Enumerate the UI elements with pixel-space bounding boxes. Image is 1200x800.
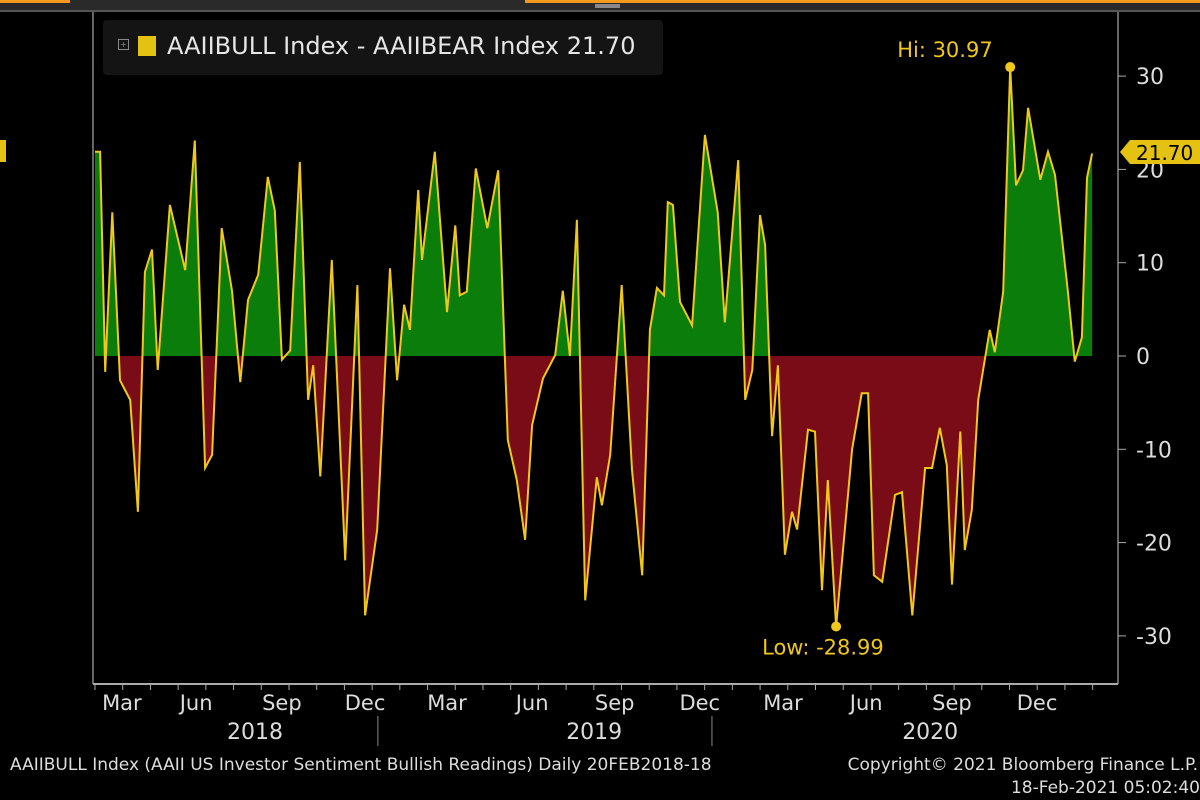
low-marker [831, 621, 842, 632]
chart-legend: + AAIIBULL Index - AAIIBEAR Index 21.70 [103, 20, 663, 75]
timestamp: 18-Feb-2021 05:02:40 [1010, 778, 1200, 798]
y-tick-label: 30 [1136, 65, 1164, 90]
year-label: 2018 [227, 720, 283, 745]
expand-icon[interactable]: + [118, 39, 129, 50]
x-tick-label: Mar [102, 691, 142, 715]
x-tick-label: Jun [848, 691, 883, 715]
series-swatch [138, 36, 156, 56]
hi-marker [1005, 62, 1016, 73]
x-tick-label: Jun [514, 691, 549, 715]
current-value-tag: 21.70 [1120, 140, 1200, 165]
year-label: 2019 [566, 720, 622, 745]
x-tick-label: Dec [345, 691, 386, 715]
y-tick-label: -20 [1136, 532, 1172, 557]
orange-tab [525, 0, 1200, 3]
x-tick-label: Jun [178, 691, 213, 715]
current-value-label: 21.70 [1136, 141, 1193, 165]
x-tick-label: Mar [427, 691, 467, 715]
y-tick-label: -10 [1136, 438, 1172, 463]
copyright-note: Copyright© 2021 Bloomberg Finance L.P. [847, 755, 1198, 775]
x-tick-label: Sep [595, 691, 635, 715]
y-tick-label: 0 [1136, 345, 1150, 370]
positive-area [95, 67, 1093, 356]
negative-area [95, 356, 1093, 627]
window-top-bar [0, 0, 1200, 12]
y-tick-label: -30 [1136, 625, 1172, 650]
orange-tab [0, 0, 70, 3]
left-edge-tag [0, 140, 6, 162]
low-label: Low: -28.99 [762, 635, 884, 659]
legend-label: AAIIBULL Index - AAIIBEAR Index 21.70 [167, 32, 636, 60]
x-tick-label: Mar [763, 691, 803, 715]
x-tick-label: Sep [932, 691, 972, 715]
series-line [95, 66, 1094, 627]
year-label: 2020 [902, 720, 958, 745]
x-tick-label: Sep [262, 691, 302, 715]
source-note: AAIIBULL Index (AAII US Investor Sentime… [10, 755, 712, 775]
x-tick-label: Dec [1017, 691, 1058, 715]
x-tick-label: Dec [679, 691, 720, 715]
y-tick-label: 10 [1136, 252, 1164, 277]
hi-label: Hi: 30.97 [897, 38, 993, 62]
scroll-handle[interactable] [595, 4, 620, 8]
